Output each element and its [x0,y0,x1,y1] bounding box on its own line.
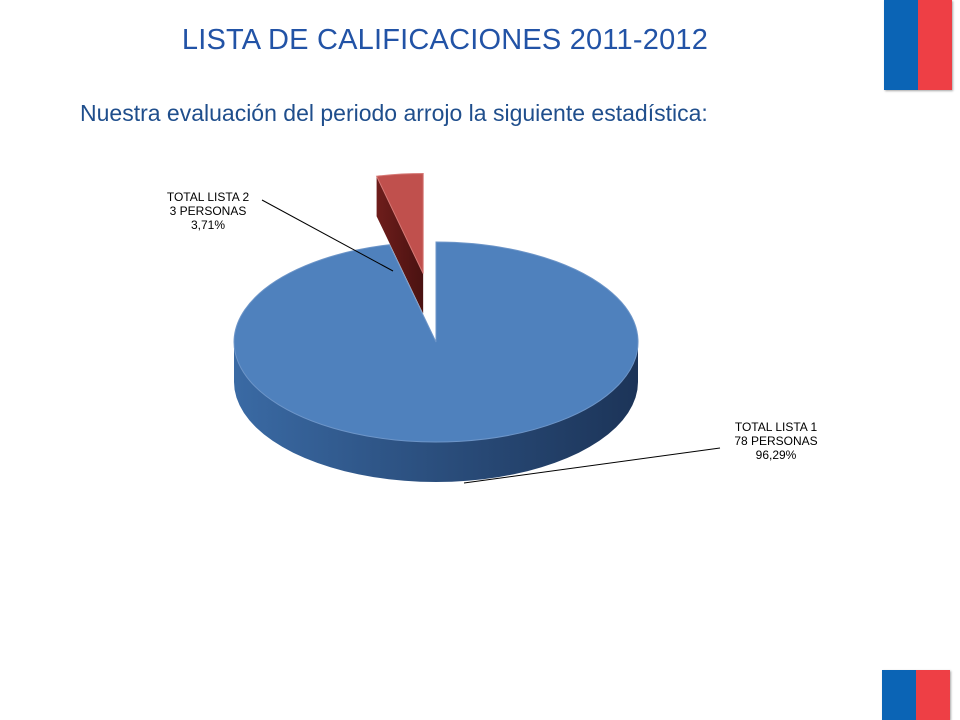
flag-decoration-top [884,0,952,90]
data-label-lista-2-leader [261,199,394,272]
slide-title: LISTA DE CALIFICACIONES 2011-2012 [181,24,709,56]
slide-subtitle: Nuestra evaluación del periodo arrojo la… [80,100,708,126]
pie-slice-side-lista-1 [234,342,638,482]
pie-slice-lista-2 [375,172,424,274]
flag-decoration-bottom [882,670,950,720]
data-label-lista-1: TOTAL LISTA 1 78 PERSONAS 96,29% [734,420,817,462]
flag-red-stripe [918,0,952,90]
data-label-lista-1-leader [463,447,721,484]
flag-red-stripe [916,670,950,720]
pie-slice-side-lista-2 [376,176,424,314]
flag-blue-stripe [884,0,918,90]
flag-blue-stripe [882,670,916,720]
pie-slice-lista-1 [233,241,639,443]
